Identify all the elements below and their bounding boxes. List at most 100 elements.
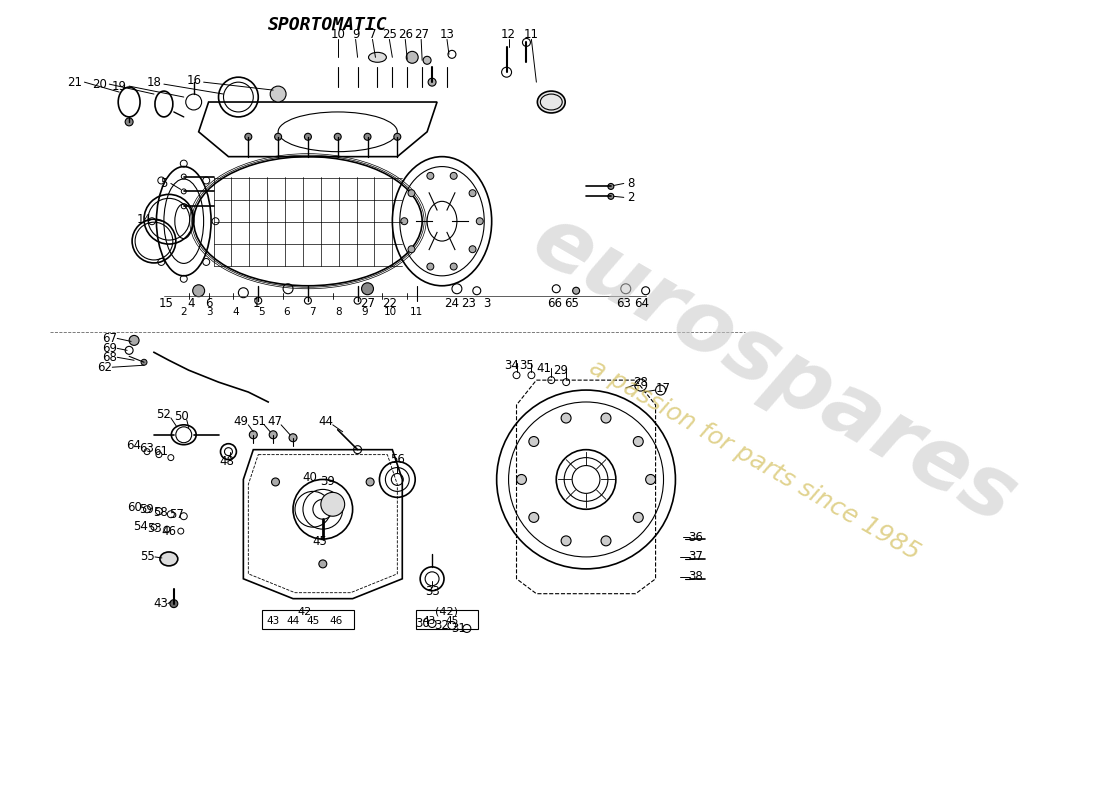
Text: 44: 44 (318, 415, 333, 428)
Text: 39: 39 (320, 475, 336, 488)
Text: 67: 67 (102, 332, 117, 345)
Text: 66: 66 (547, 297, 562, 310)
Text: 34: 34 (504, 358, 519, 372)
Text: 24: 24 (444, 297, 460, 310)
Text: 64: 64 (635, 297, 649, 310)
Text: 37: 37 (688, 550, 703, 563)
Text: 40: 40 (302, 471, 317, 484)
Text: 63: 63 (616, 297, 631, 310)
Circle shape (192, 285, 205, 297)
Text: 41: 41 (537, 362, 552, 374)
Text: 32: 32 (434, 619, 450, 632)
Text: 44: 44 (286, 615, 299, 626)
Text: 45: 45 (446, 615, 459, 626)
Circle shape (125, 118, 133, 126)
Text: 25: 25 (382, 28, 397, 41)
Text: 64: 64 (126, 439, 142, 452)
Circle shape (428, 78, 436, 86)
Circle shape (634, 437, 643, 446)
Text: 45: 45 (306, 615, 319, 626)
Text: 50: 50 (175, 410, 189, 423)
Text: 4: 4 (187, 297, 195, 310)
Circle shape (634, 513, 643, 522)
Text: 54: 54 (133, 520, 148, 533)
Circle shape (275, 134, 282, 140)
Text: 53: 53 (147, 522, 163, 534)
Text: 43: 43 (422, 615, 436, 626)
Circle shape (141, 359, 147, 366)
Circle shape (608, 183, 614, 190)
Circle shape (476, 218, 483, 225)
Text: 2: 2 (180, 306, 187, 317)
Text: 3: 3 (483, 297, 491, 310)
Circle shape (529, 513, 539, 522)
Text: 59: 59 (140, 502, 154, 516)
Circle shape (529, 437, 539, 446)
Circle shape (469, 190, 476, 197)
Text: 62: 62 (97, 361, 112, 374)
Circle shape (427, 172, 433, 179)
Text: 26: 26 (398, 28, 412, 41)
Text: 46: 46 (329, 615, 342, 626)
Circle shape (450, 172, 458, 179)
Circle shape (427, 263, 433, 270)
Text: 11: 11 (524, 28, 539, 41)
Text: 31: 31 (451, 622, 466, 635)
Circle shape (394, 134, 400, 140)
Circle shape (424, 56, 431, 64)
Text: 49: 49 (234, 415, 249, 428)
Circle shape (601, 536, 610, 546)
Text: 51: 51 (251, 415, 266, 428)
Text: 69: 69 (102, 342, 117, 355)
Text: 11: 11 (409, 306, 422, 317)
Ellipse shape (368, 52, 386, 62)
Text: 2: 2 (627, 191, 635, 204)
Circle shape (400, 218, 408, 225)
Text: 15: 15 (158, 297, 174, 310)
Text: 61: 61 (153, 445, 168, 458)
Text: 8: 8 (336, 306, 342, 317)
Circle shape (321, 492, 344, 516)
Text: 10: 10 (384, 306, 397, 317)
Circle shape (272, 478, 279, 486)
Text: 38: 38 (688, 570, 703, 583)
Circle shape (517, 474, 527, 485)
Text: 56: 56 (389, 453, 405, 466)
Text: 52: 52 (156, 408, 172, 422)
Circle shape (319, 560, 327, 568)
Circle shape (245, 134, 252, 140)
Circle shape (450, 263, 458, 270)
Text: (42): (42) (436, 606, 459, 617)
Circle shape (608, 194, 614, 199)
Text: SPORTOMATIC: SPORTOMATIC (268, 15, 387, 34)
Text: 7: 7 (368, 28, 376, 41)
Text: 30: 30 (415, 617, 429, 630)
Text: 8: 8 (627, 177, 635, 190)
Text: 29: 29 (552, 364, 568, 377)
Text: 43: 43 (154, 597, 168, 610)
Text: 22: 22 (382, 297, 397, 310)
Circle shape (305, 134, 311, 140)
Text: 12: 12 (502, 28, 516, 41)
Circle shape (601, 413, 610, 423)
Text: 43: 43 (266, 615, 279, 626)
Text: 19: 19 (112, 80, 126, 93)
Text: 42: 42 (298, 606, 312, 617)
Circle shape (366, 478, 374, 486)
Text: 58: 58 (154, 506, 168, 518)
Circle shape (270, 430, 277, 438)
Text: 13: 13 (440, 28, 454, 41)
Text: 14: 14 (136, 213, 152, 226)
Text: 6: 6 (284, 306, 290, 317)
Text: 4: 4 (232, 306, 239, 317)
Text: 7: 7 (309, 306, 316, 317)
Text: 47: 47 (267, 415, 283, 428)
Text: 1: 1 (253, 297, 260, 310)
Circle shape (250, 430, 257, 438)
Circle shape (289, 434, 297, 442)
Text: 6: 6 (205, 297, 212, 310)
Text: 48: 48 (219, 455, 234, 468)
Text: 55: 55 (140, 550, 154, 563)
Circle shape (271, 86, 286, 102)
Circle shape (406, 51, 418, 63)
